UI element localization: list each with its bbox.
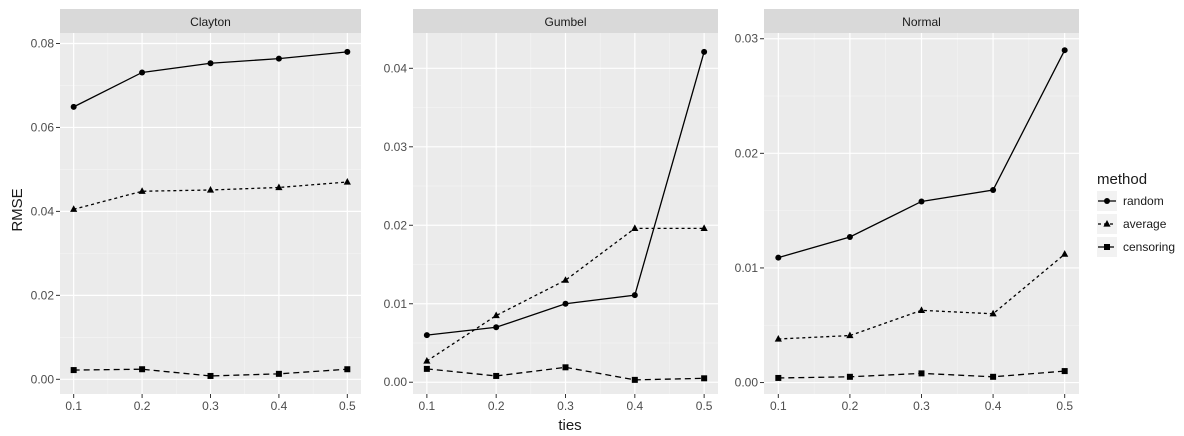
point-average xyxy=(492,311,500,319)
y-tick-label: 0.01 xyxy=(384,297,408,311)
point-censoring xyxy=(423,365,430,372)
legend-label-random: random xyxy=(1123,194,1164,208)
strip-gumbel xyxy=(413,9,718,33)
x-tick-label: 0.4 xyxy=(626,399,643,413)
x-tick-label: 0.3 xyxy=(557,399,574,413)
y-tick-label: 0.02 xyxy=(735,146,759,160)
panel-gumbel: Gumbel 0.1 0.2 0.3 0.4 0.5 0.00 0.01 0.02 0.03 0.0… xyxy=(384,9,718,413)
point-average xyxy=(423,357,431,364)
y-tick-label: 0.02 xyxy=(384,218,408,232)
legend-label-censoring: censoring xyxy=(1123,240,1175,254)
legend-marker-average xyxy=(1103,220,1111,227)
point-censoring xyxy=(275,370,282,377)
point-average xyxy=(846,331,854,339)
point-censoring xyxy=(1061,368,1068,375)
point-random xyxy=(139,69,146,76)
x-tick-label: 0.3 xyxy=(913,399,930,413)
point-average xyxy=(700,224,708,232)
facet-panels: Clayton 0.1 0.2 0.3 0.4 0.5 0.00 0.02 0.04 0.06 0.… xyxy=(31,9,1079,413)
point-average xyxy=(561,276,570,283)
y-tick-label: 0.08 xyxy=(31,36,55,50)
point-censoring xyxy=(207,372,214,379)
x-tick-label: 0.2 xyxy=(134,399,151,413)
point-random xyxy=(846,233,853,240)
point-random xyxy=(344,48,351,55)
y-tick-label: 0.01 xyxy=(735,261,759,275)
point-average xyxy=(1061,250,1069,257)
strip-title-clayton: Clayton xyxy=(190,15,231,29)
y-tick-label: 0.03 xyxy=(384,140,408,154)
point-censoring xyxy=(493,372,500,379)
point-random xyxy=(275,55,282,62)
point-average xyxy=(206,185,215,193)
y-axis-title: RMSE xyxy=(9,188,26,231)
point-censoring xyxy=(631,376,638,383)
point-censoring xyxy=(139,366,146,373)
legend: method random average censoring xyxy=(1097,171,1175,257)
y-tick-label: 0.00 xyxy=(31,372,55,386)
y-tick-label: 0.02 xyxy=(31,288,55,302)
series-line-censoring xyxy=(73,368,348,377)
point-average xyxy=(275,183,283,191)
point-random xyxy=(631,292,638,299)
point-random xyxy=(562,300,569,307)
point-random xyxy=(918,198,925,205)
x-tick-label: 0.1 xyxy=(65,399,82,413)
y-tick-label: 0.03 xyxy=(735,32,759,46)
x-tick-label: 0.4 xyxy=(271,399,288,413)
point-average xyxy=(631,224,639,232)
strip-normal xyxy=(764,9,1079,33)
point-average xyxy=(70,205,78,212)
legend-label-average: average xyxy=(1123,217,1167,231)
series-line-average xyxy=(426,227,705,362)
point-random xyxy=(775,254,782,261)
point-average xyxy=(989,309,997,317)
y-tick-label: 0.04 xyxy=(384,61,408,75)
panel-normal: Normal 0.1 0.2 0.3 0.4 0.5 0.00 0.01 0.02 0.03 xyxy=(735,9,1079,413)
point-random xyxy=(701,48,708,55)
legend-marker-random xyxy=(1104,198,1110,204)
point-average xyxy=(138,187,146,194)
point-random xyxy=(70,103,77,110)
y-tick-label: 0.00 xyxy=(735,376,759,390)
legend-title: method xyxy=(1097,171,1147,188)
x-tick-label: 0.2 xyxy=(488,399,505,413)
point-censoring xyxy=(846,373,853,380)
x-tick-label: 0.5 xyxy=(339,399,356,413)
point-average xyxy=(343,178,351,185)
y-tick-label: 0.04 xyxy=(31,204,55,218)
legend-marker-censoring xyxy=(1104,244,1110,250)
point-censoring xyxy=(562,364,569,371)
point-random xyxy=(423,332,430,339)
y-tick-label: 0.06 xyxy=(31,120,55,134)
x-tick-label: 0.4 xyxy=(985,399,1002,413)
x-tick-label: 0.1 xyxy=(419,399,436,413)
strip-title-gumbel: Gumbel xyxy=(544,15,586,29)
x-tick-label: 0.5 xyxy=(696,399,713,413)
point-random xyxy=(207,60,214,67)
point-average xyxy=(917,306,926,313)
series-line-censoring xyxy=(426,366,705,381)
panel-clayton: Clayton 0.1 0.2 0.3 0.4 0.5 0.00 0.02 0.04 0.06 0.… xyxy=(31,9,361,413)
x-tick-label: 0.5 xyxy=(1056,399,1073,413)
point-censoring xyxy=(70,367,77,374)
strip-title-normal: Normal xyxy=(902,15,941,29)
x-axis-title: ties xyxy=(558,417,581,434)
point-censoring xyxy=(701,375,708,382)
x-tick-label: 0.1 xyxy=(770,399,787,413)
point-censoring xyxy=(344,366,351,373)
strip-clayton xyxy=(60,9,361,33)
point-average xyxy=(774,334,782,342)
x-tick-label: 0.3 xyxy=(202,399,219,413)
point-censoring xyxy=(775,374,782,381)
point-random xyxy=(493,324,500,331)
point-random xyxy=(990,187,997,194)
point-random xyxy=(1061,47,1068,54)
x-tick-label: 0.2 xyxy=(842,399,859,413)
y-tick-label: 0.00 xyxy=(384,375,408,389)
point-censoring xyxy=(918,370,925,377)
point-censoring xyxy=(990,373,997,380)
